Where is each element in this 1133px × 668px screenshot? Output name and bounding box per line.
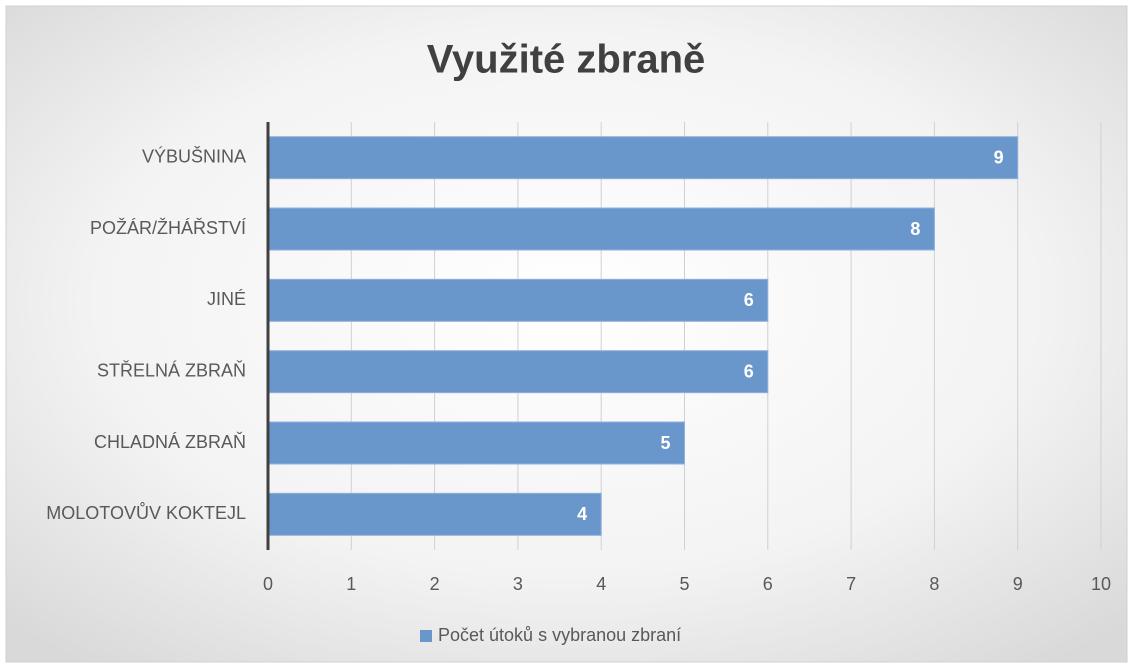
y-tick-label: CHLADNÁ ZBRAŇ [94,432,246,452]
data-label: 6 [744,361,754,381]
y-tick-label: STŘELNÁ ZBRAŇ [97,360,246,380]
x-tick-label: 6 [763,574,773,594]
data-label: 4 [577,504,587,524]
bar [267,136,1019,180]
legend-label: Počet útoků s vybranou zbraní [438,625,681,645]
bar [267,207,935,251]
legend-swatch [420,630,432,642]
bar [267,350,769,394]
chart-background [5,5,1128,663]
x-tick-label: 1 [346,574,356,594]
x-tick-label: 7 [846,574,856,594]
y-tick-label: POŽÁR/ŽHÁŘSTVÍ [90,218,246,238]
data-label: 6 [744,290,754,310]
y-tick-label: JINÉ [207,289,246,309]
x-tick-label: 10 [1091,574,1111,594]
x-tick-label: 4 [596,574,606,594]
x-tick-label: 2 [430,574,440,594]
bar [267,492,602,536]
x-tick-label: 3 [513,574,523,594]
x-tick-label: 5 [679,574,689,594]
x-tick-label: 9 [1013,574,1023,594]
data-label: 9 [994,147,1004,167]
data-label: 5 [660,433,670,453]
y-tick-label: VÝBUŠNINA [142,145,246,166]
bar [267,278,769,322]
data-label: 8 [910,219,920,239]
x-tick-label: 0 [263,574,273,594]
chart-title: Využité zbraně [427,38,706,82]
x-tick-label: 8 [929,574,939,594]
bar [267,421,685,465]
y-tick-label: MOLOTOVŮV KOKTEJL [46,502,246,523]
